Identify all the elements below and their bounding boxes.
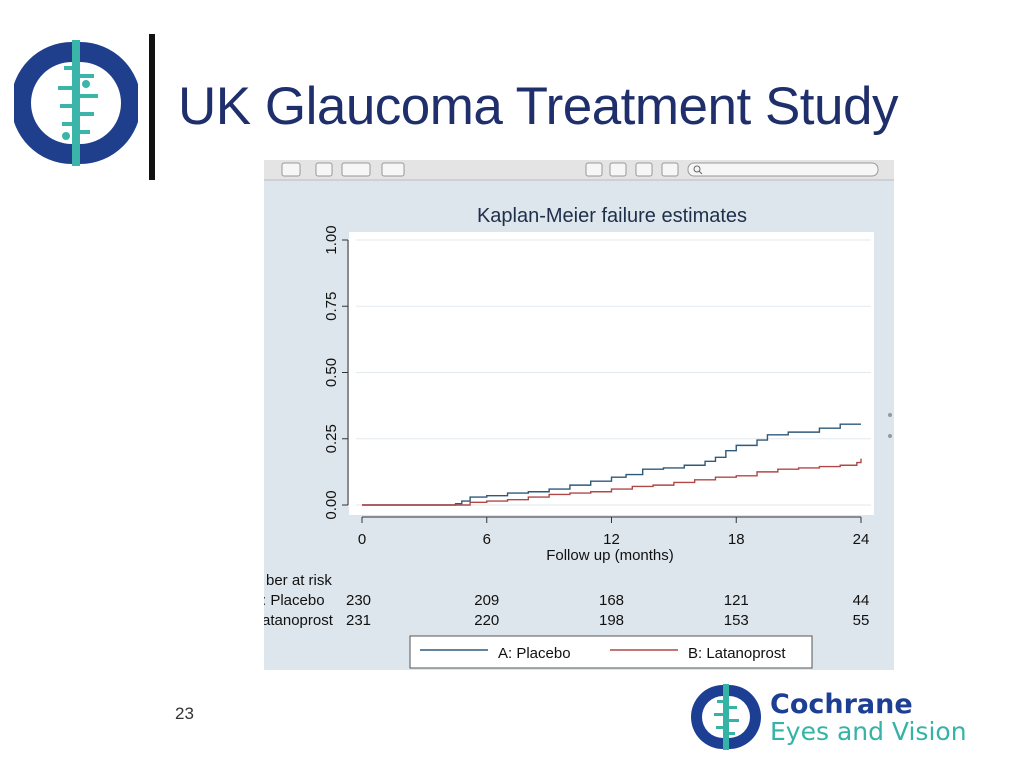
sidebar-icon[interactable]	[635, 162, 653, 177]
chart-title: Kaplan-Meier failure estimates	[477, 205, 747, 227]
search-field[interactable]	[687, 162, 879, 177]
search-icon	[693, 165, 703, 175]
risk-cell: 231	[346, 612, 371, 629]
y-tick-label: 0.25	[323, 424, 340, 453]
risk-cell: 44	[853, 592, 870, 609]
plot-area	[349, 232, 874, 515]
risk-cell: 168	[599, 592, 624, 609]
risk-row-label: atanoprost	[264, 612, 334, 629]
page-number: 23	[175, 704, 194, 723]
y-tick-label: 1.00	[323, 225, 340, 254]
logo-text-cochrane: Cochrane	[770, 689, 913, 720]
text-select-icon[interactable]	[315, 162, 333, 177]
x-tick-label: 0	[358, 531, 366, 548]
cochrane-logo-icon	[14, 40, 138, 166]
series-line-latanoprost	[362, 458, 862, 506]
y-tick-label: 0.75	[323, 292, 340, 321]
risk-cell: 209	[474, 592, 499, 609]
thumbnails-icon[interactable]	[661, 162, 679, 177]
chart-viewer: Kaplan-Meier failure estimates 0.00 0.25 0…	[264, 160, 894, 670]
slide-title: UK Glaucoma Treatment Study	[178, 77, 899, 136]
x-tick-label: 18	[728, 531, 745, 548]
risk-table: ber at risk : Placebo 230 209 168 121 44 atano…	[264, 572, 869, 629]
risk-cell: 121	[724, 592, 749, 609]
risk-cell: 230	[346, 592, 371, 609]
legend	[409, 635, 813, 669]
y-tick-label: 0.50	[323, 358, 340, 387]
series-line-placebo	[362, 423, 861, 506]
toolbar-icons	[281, 162, 879, 177]
risk-row-label: : Placebo	[264, 592, 325, 609]
risk-table-header: ber at risk	[266, 572, 332, 589]
cochrane-eyes-vision-logo-icon: Cochrane Eyes and Vision	[691, 684, 967, 750]
single-page-icon[interactable]	[585, 162, 603, 177]
risk-cell: 220	[474, 612, 499, 629]
x-tick-label: 12	[603, 531, 620, 548]
two-page-icon[interactable]	[609, 162, 627, 177]
pen-icon[interactable]	[381, 162, 405, 177]
hand-icon[interactable]	[281, 162, 301, 177]
x-tick-label: 6	[483, 531, 491, 548]
risk-cell: 55	[853, 612, 870, 629]
legend-label: A: Placebo	[498, 645, 571, 662]
risk-cell: 153	[724, 612, 749, 629]
logo-text-eyes-vision: Eyes and Vision	[770, 717, 967, 746]
title-divider	[149, 34, 155, 180]
legend-label: B: Latanoprost	[688, 645, 786, 662]
grid-icon[interactable]	[341, 162, 371, 177]
x-tick-label: 24	[853, 531, 870, 548]
y-tick-label: 0.00	[323, 490, 340, 519]
x-axis-label: Follow up (months)	[546, 547, 674, 564]
risk-cell: 198	[599, 612, 624, 629]
